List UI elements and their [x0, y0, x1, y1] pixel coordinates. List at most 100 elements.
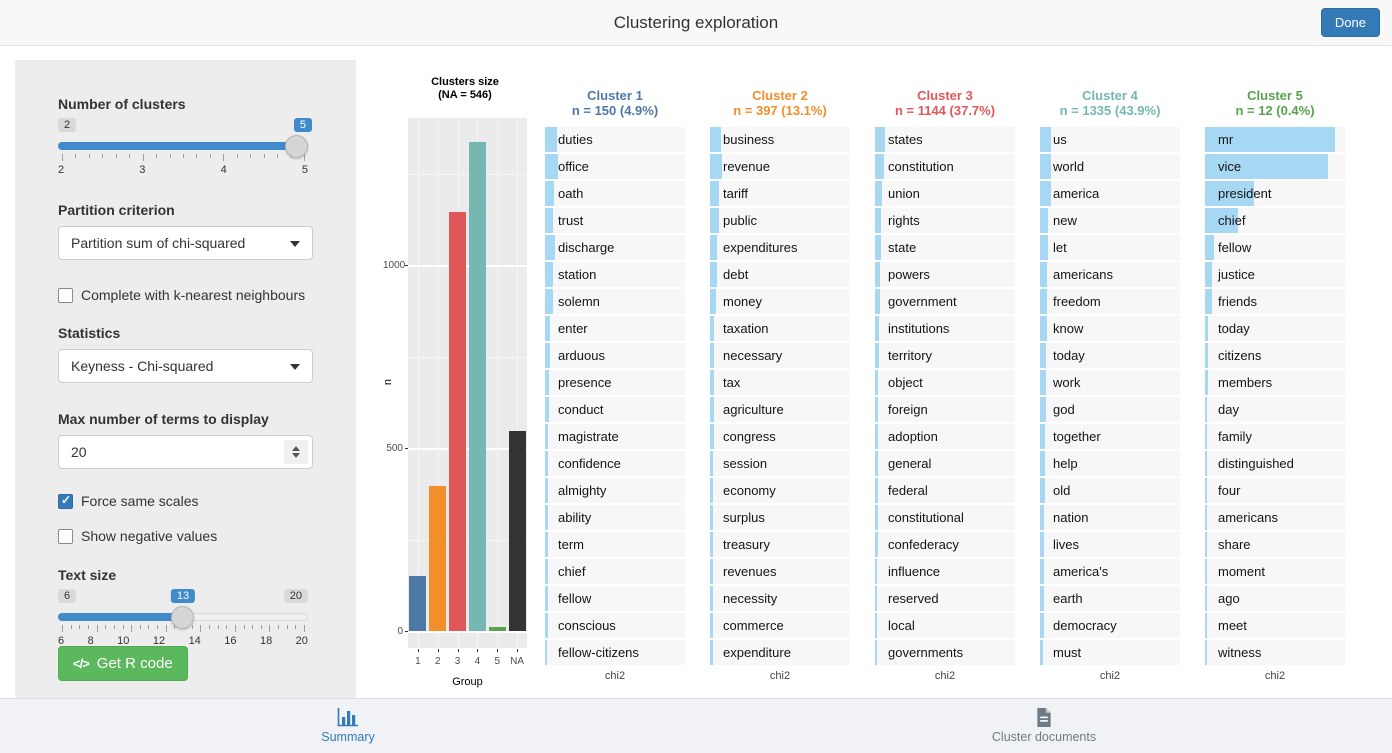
slider-ticks [62, 154, 305, 162]
term-label: powers [888, 267, 930, 282]
term-label: object [888, 375, 923, 390]
term-label: arduous [558, 348, 605, 363]
term-label: ago [1218, 591, 1240, 606]
term-label: state [888, 240, 917, 255]
chi2-bar [1040, 154, 1051, 179]
chi2-bar [545, 397, 549, 422]
term-row: enter [545, 316, 685, 341]
term-label: foreign [888, 402, 928, 417]
term-row: nation [1040, 505, 1180, 530]
spinner-up-icon[interactable] [292, 446, 300, 451]
term-row: work [1040, 370, 1180, 395]
spinner-buttons[interactable] [284, 440, 308, 464]
chi2-bar [875, 343, 879, 368]
chi2-bar [1040, 262, 1047, 287]
chi2-bar [1040, 316, 1047, 341]
stat-axis-label: chi2 [1264, 670, 1286, 682]
term-row: earth [1040, 586, 1180, 611]
term-row: meet [1205, 613, 1345, 638]
term-label: vice [1218, 159, 1242, 174]
chi2-bar [1040, 532, 1044, 557]
slider-handle[interactable] [171, 606, 194, 629]
chi2-bar [710, 208, 719, 233]
force-scales-checkbox[interactable]: Force same scales [58, 493, 328, 509]
term-label: democracy [1053, 618, 1117, 633]
term-row: know [1040, 316, 1180, 341]
max-terms-input[interactable] [58, 435, 313, 469]
clusters-size-chart: Clusters size (NA = 546) n 0 500 1000 1 2 3 4 5… [382, 76, 547, 691]
x-tick-label: 2 [434, 656, 441, 667]
size-bar-5 [488, 626, 506, 631]
chi2-bar [875, 289, 880, 314]
term-label: constitution [888, 159, 954, 174]
chi2-bar [545, 451, 548, 476]
tab-cluster-documents-label: Cluster documents [991, 730, 1097, 744]
force-scales-label: Force same scales [81, 493, 199, 509]
slider-min-badge: 6 [58, 589, 77, 603]
slider-fill [58, 613, 183, 621]
chi2-bar [545, 343, 550, 368]
term-row: general [875, 451, 1015, 476]
term-row: confidence [545, 451, 685, 476]
chi2-bar [875, 532, 878, 557]
term-row: share [1205, 532, 1345, 557]
stat-axis-label: chi2 [769, 670, 791, 682]
text-size-slider[interactable]: 6 20 13 6 8 10 12 14 16 18 20 [58, 589, 308, 655]
stat-axis-label: chi2 [1099, 670, 1121, 682]
term-row: influence [875, 559, 1015, 584]
term-row: revenue [710, 154, 850, 179]
term-row: vice [1205, 154, 1345, 179]
term-label: revenue [723, 159, 770, 174]
partition-select[interactable]: Partition sum of chi-squared [58, 226, 313, 260]
term-row: powers [875, 262, 1015, 287]
chi2-bar [1040, 505, 1044, 530]
term-row: surplus [710, 505, 850, 530]
term-label: presence [558, 375, 612, 390]
tab-summary[interactable]: Summary [0, 699, 696, 753]
term-label: meet [1218, 618, 1247, 633]
term-list: business revenue tariff public expenditures d… [710, 127, 850, 665]
term-label: old [1053, 483, 1071, 498]
tab-cluster-documents[interactable]: Cluster documents [696, 699, 1392, 753]
term-row: almighty [545, 478, 685, 503]
term-row: discharge [545, 235, 685, 260]
term-row: union [875, 181, 1015, 206]
document-icon [1037, 708, 1051, 727]
get-r-code-button[interactable]: </> Get R code [58, 646, 188, 681]
term-row: today [1205, 316, 1345, 341]
knn-checkbox[interactable]: Complete with k-nearest neighbours [58, 287, 328, 303]
term-label: economy [723, 483, 776, 498]
chi2-bar [1040, 640, 1043, 665]
term-row: day [1205, 397, 1345, 422]
chi2-bar [710, 451, 713, 476]
term-row: confederacy [875, 532, 1015, 557]
term-label: world [1053, 159, 1085, 174]
bar-chart-icon [337, 708, 358, 727]
term-label: fellow [1218, 240, 1252, 255]
chi2-bar [1040, 613, 1044, 638]
term-label: revenues [723, 564, 777, 579]
term-row: chief [1205, 208, 1345, 233]
spinner-down-icon[interactable] [292, 453, 300, 458]
chi2-bar [545, 181, 554, 206]
slider-handle[interactable] [285, 135, 308, 158]
tab-summary-label: Summary [321, 730, 375, 744]
term-list: states constitution union rights state powers… [875, 127, 1015, 665]
chi2-bar [875, 451, 878, 476]
statistics-select[interactable]: Keyness - Chi-squared [58, 349, 313, 383]
term-row: office [545, 154, 685, 179]
term-row: foreign [875, 397, 1015, 422]
done-button[interactable]: Done [1320, 8, 1380, 37]
term-row: help [1040, 451, 1180, 476]
negative-values-checkbox[interactable]: Show negative values [58, 528, 328, 544]
term-label: governments [888, 645, 964, 660]
term-label: territory [888, 348, 933, 363]
chi2-bar [1205, 181, 1254, 206]
chi2-bar [710, 127, 721, 152]
term-row: witness [1205, 640, 1345, 665]
term-row: america [1040, 181, 1180, 206]
chi2-bar [710, 397, 714, 422]
chi2-bar [1205, 613, 1207, 638]
